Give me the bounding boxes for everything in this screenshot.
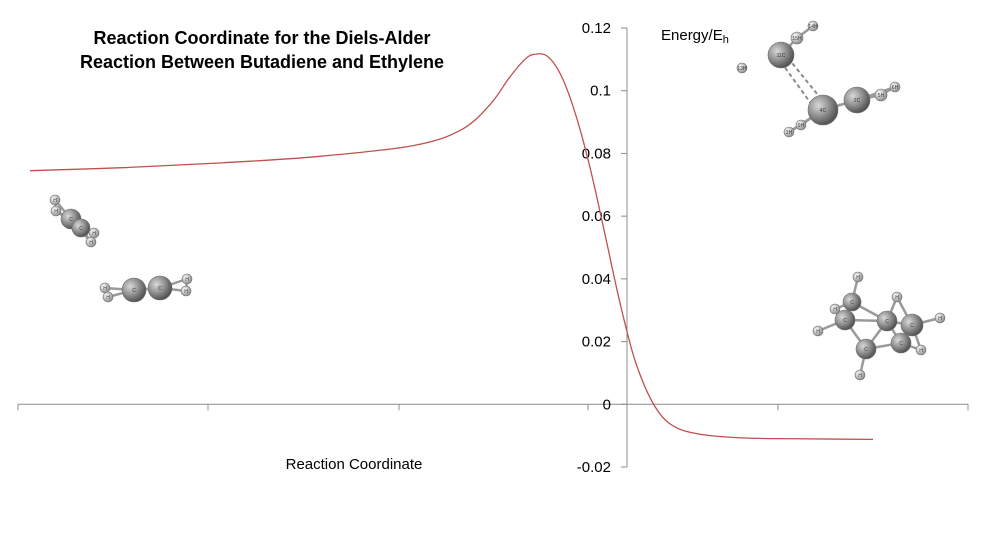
atom-label: H	[938, 316, 942, 322]
atom	[180, 285, 192, 297]
atom-label: C	[910, 323, 914, 329]
atom-label: C	[864, 347, 868, 353]
y-tick-label: 0.1	[590, 83, 611, 100]
atom	[852, 271, 864, 283]
atom	[889, 81, 901, 93]
atom-label: 15H	[792, 36, 802, 42]
atom-label: H	[53, 198, 57, 204]
atom	[829, 303, 841, 315]
chart-title-line-2: Reaction Between Butadiene and Ethylene	[79, 52, 445, 72]
atom-label: H	[856, 275, 860, 281]
atom	[49, 194, 61, 206]
atom-label: C	[132, 288, 136, 294]
atom	[736, 62, 748, 74]
atom-label: H	[106, 295, 110, 301]
butadiene-reactant-molecule: HHC CHH	[99, 273, 193, 303]
atom-label: H	[919, 348, 923, 354]
y-tick-label: 0	[603, 396, 611, 413]
y-tick-label: 0.08	[582, 145, 611, 162]
atom	[807, 20, 819, 32]
forming-bond	[787, 57, 823, 101]
atom-label: 11C	[777, 53, 786, 59]
atom-label: H	[54, 209, 58, 215]
atom-label: C	[79, 226, 83, 232]
atom-label: H	[103, 286, 107, 292]
atom-label: H	[185, 277, 189, 283]
chart-axes	[17, 27, 969, 468]
atom	[812, 325, 824, 337]
atom	[834, 309, 856, 331]
atom-label: 4C	[820, 108, 827, 114]
atom	[876, 310, 898, 332]
chart-title-line-1: Reaction Coordinate for the Diels-Alder	[93, 28, 431, 48]
atom	[147, 275, 173, 301]
atom-label: H	[895, 295, 899, 301]
atom-label: H	[858, 373, 862, 379]
forming-bond	[780, 61, 813, 106]
y-axis-title-main: Energy/E	[661, 27, 723, 44]
energy-curve	[29, 53, 874, 441]
transition-state-molecule: 13H 11C 15H 14H 4C 2C 5H 6H 3H 9H	[736, 20, 901, 138]
y-tick-label: 0.02	[582, 334, 611, 351]
chart-title: Reaction Coordinate for the Diels-Alder …	[52, 26, 472, 74]
y-axis-title: Energy/Eh	[661, 27, 729, 46]
atom-label: C	[69, 217, 73, 223]
atom	[934, 312, 946, 324]
atom	[102, 291, 114, 303]
atom-label: H	[184, 289, 188, 295]
atom-label: H	[833, 307, 837, 313]
atom	[900, 313, 924, 337]
atom	[181, 273, 193, 285]
atom-label: C	[899, 341, 903, 347]
atom-label: C	[885, 319, 889, 325]
atom-label: 5H	[878, 93, 885, 99]
atom	[891, 291, 903, 303]
atom-label: 9H	[798, 123, 805, 129]
atom	[790, 31, 804, 45]
atom	[71, 218, 91, 238]
atom-label: H	[92, 231, 96, 237]
atom-label: 6H	[892, 85, 899, 91]
atom	[807, 94, 839, 126]
atom-label: 13H	[737, 66, 747, 72]
atom	[783, 126, 795, 138]
atom	[767, 41, 795, 69]
atom	[890, 332, 912, 354]
atom-label: H	[89, 240, 93, 246]
atom	[121, 277, 147, 303]
x-axis-title: Reaction Coordinate	[286, 456, 423, 473]
atom	[874, 88, 888, 102]
atom	[795, 119, 807, 131]
atom	[854, 369, 866, 381]
atom-label: C	[158, 286, 162, 292]
atom	[50, 205, 62, 217]
atom-label: C	[850, 300, 854, 306]
atom-label: 3H	[786, 130, 793, 136]
atom-label: H	[816, 329, 820, 335]
y-tick-labels: 0.12 0.1 0.08 0.06 0.04 0.02 0 -0.02	[577, 20, 611, 476]
y-tick-label: 0.06	[582, 208, 611, 225]
y-tick-label: 0.12	[582, 20, 611, 37]
atom	[85, 236, 97, 248]
atom-label: 14H	[808, 24, 818, 30]
atom-label: 2C	[854, 98, 861, 104]
y-tick-label: 0.04	[582, 271, 611, 288]
atom	[842, 292, 862, 312]
y-tick-label: -0.02	[577, 459, 611, 476]
atom	[855, 338, 877, 360]
y-axis-title-subscript: h	[723, 34, 729, 46]
atom-label: C	[843, 318, 847, 324]
atom	[915, 344, 927, 356]
atom	[843, 86, 871, 114]
